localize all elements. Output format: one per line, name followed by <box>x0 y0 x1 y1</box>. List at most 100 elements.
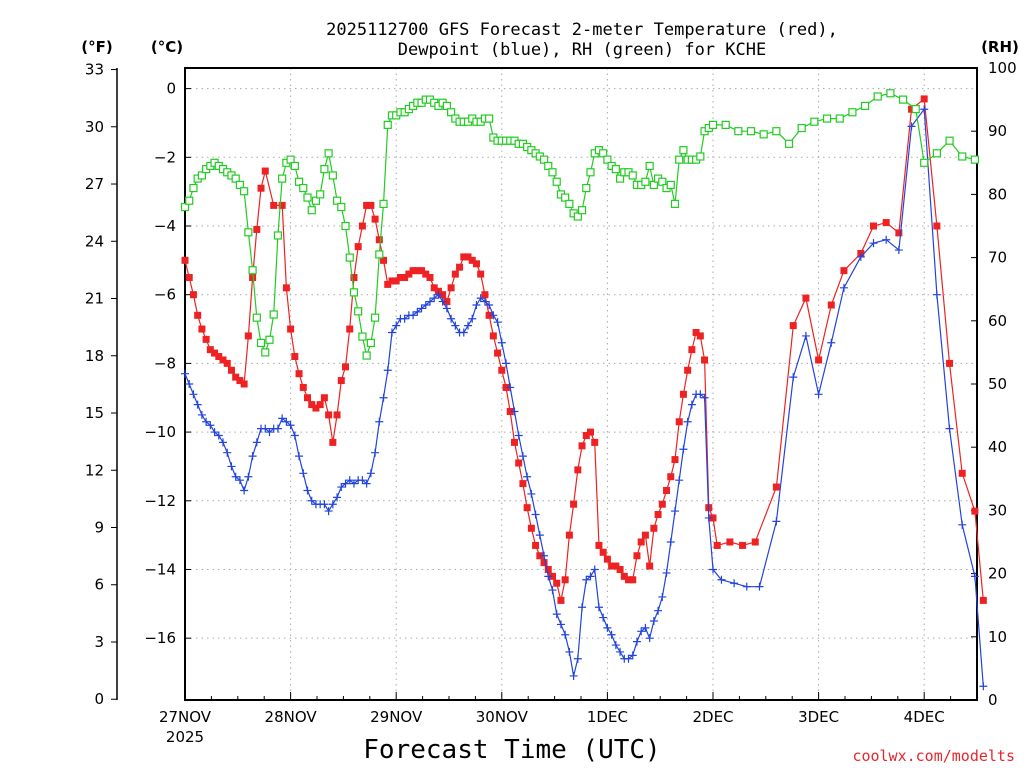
rh-point <box>265 335 274 344</box>
rh-point <box>354 307 363 316</box>
rh-point <box>366 338 375 348</box>
fahrenheit-tick-label: 15 <box>85 404 104 422</box>
dewpoint-point <box>476 294 485 303</box>
dewpoint-point <box>210 428 219 437</box>
dewpoint-point <box>565 647 574 656</box>
rh-point <box>349 288 359 297</box>
rh-point <box>670 199 680 208</box>
chart-title-line2: Dewpoint (blue), RH (green) for KCHE <box>398 40 766 60</box>
dewpoint-point <box>586 572 595 581</box>
rh-point <box>261 348 270 357</box>
dewpoint-point <box>632 637 641 646</box>
temperature-point <box>498 366 506 374</box>
temperature-point <box>278 201 286 209</box>
temperature-point <box>641 531 649 539</box>
dewpoint-point <box>421 301 430 309</box>
temperature-point <box>908 105 916 113</box>
temperature-point <box>244 332 252 340</box>
temperature-point <box>895 229 903 237</box>
temperature-point <box>946 359 954 367</box>
dewpoint-point <box>624 654 633 663</box>
dewpoint-point <box>527 489 536 498</box>
dewpoint-point <box>282 417 291 426</box>
dewpoint-point <box>295 452 304 461</box>
dewpoint-point <box>286 421 295 430</box>
dewpoint-point <box>594 603 603 612</box>
dewpoint-point <box>442 304 451 313</box>
dewpoint-point <box>261 424 270 433</box>
dewpoint-point <box>514 431 523 440</box>
temperature-series <box>181 95 987 604</box>
rh-point <box>307 206 316 215</box>
temperature-point <box>654 511 662 519</box>
dewpoint-point <box>341 479 350 488</box>
x-tick-label: 30NOV <box>476 708 529 726</box>
rh-point <box>197 171 206 180</box>
rh-point <box>679 146 688 155</box>
temperature-point <box>701 356 709 364</box>
temperature-point <box>540 559 548 567</box>
fahrenheit-tick-label: 12 <box>85 461 104 479</box>
dewpoint-point <box>552 610 561 619</box>
dewpoint-point <box>417 304 426 313</box>
rh-point <box>615 174 625 183</box>
dewpoint-point <box>324 507 333 516</box>
temperature-point <box>333 411 341 419</box>
rh-point <box>784 139 794 148</box>
rh-tick-label: 60 <box>988 312 1007 330</box>
temperature-point <box>472 260 480 268</box>
rh-point <box>873 92 882 101</box>
temperature-point <box>532 541 540 549</box>
dewpoint-point <box>607 630 616 639</box>
rh-point <box>586 168 595 177</box>
x-tick-label: 28NOV <box>265 708 318 726</box>
dewpoint-point <box>320 500 329 509</box>
gridlines <box>185 68 977 700</box>
credit-link[interactable]: coolwx.com/modelts <box>852 747 1015 765</box>
temperature-point <box>616 565 624 573</box>
rh-point <box>675 155 684 164</box>
temperature-point <box>253 225 261 233</box>
rh-point <box>320 165 329 174</box>
dewpoint-point <box>641 623 650 632</box>
dewpoint-point <box>193 400 202 409</box>
rh-point <box>311 196 321 205</box>
temperature-point <box>287 325 295 333</box>
dewpoint-point <box>451 321 460 330</box>
dewpoint-point <box>371 448 380 457</box>
temperature-point <box>979 596 987 604</box>
temperature-point <box>882 219 890 227</box>
fahrenheit-tick-label: 3 <box>94 633 104 651</box>
temperature-point <box>270 201 278 209</box>
rh-tick-label: 90 <box>988 122 1007 140</box>
dewpoint-point <box>730 579 739 588</box>
dewpoint-point <box>814 390 823 399</box>
dewpoint-point <box>637 627 646 636</box>
dewpoint-point <box>801 331 810 340</box>
rh-point <box>290 161 299 171</box>
dewpoint-point <box>523 472 532 481</box>
rh-point <box>379 199 388 208</box>
temperature-point <box>388 277 396 285</box>
rh-point <box>970 155 979 164</box>
x-tick-label: 27NOV <box>159 708 212 726</box>
dewpoint-point <box>379 393 388 402</box>
temperature-point <box>789 322 797 330</box>
temperature-point <box>396 274 404 282</box>
rh-point <box>945 136 954 145</box>
temperature-point <box>325 411 333 419</box>
rh-point <box>286 155 295 164</box>
temperature-point <box>282 284 290 292</box>
dewpoint-point <box>337 483 346 492</box>
dewpoint-point <box>231 472 240 481</box>
dewpoint-point <box>755 582 764 591</box>
rh-point <box>582 183 591 193</box>
dewpoint-point <box>392 321 401 330</box>
dewpoint-point <box>214 431 223 440</box>
rh-point <box>231 174 240 183</box>
temperature-point <box>595 541 603 549</box>
dewpoint-point <box>573 654 582 663</box>
rh-series <box>180 89 979 360</box>
rh-point <box>886 89 895 98</box>
temperature-point <box>713 541 721 549</box>
